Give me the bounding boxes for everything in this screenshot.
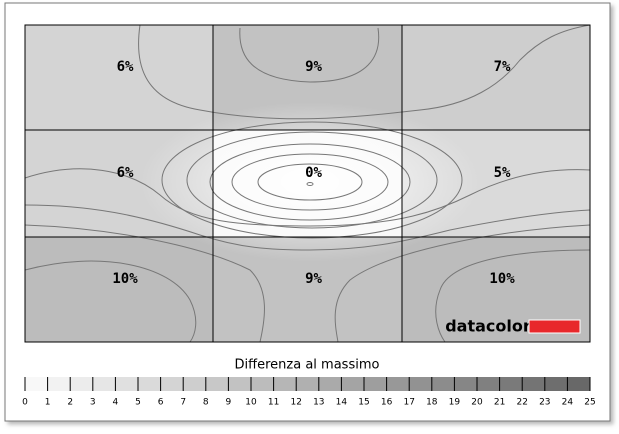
cell-label: 10%: [112, 271, 138, 287]
colorbar-tick-label: 12: [290, 398, 301, 408]
cell-label: 10%: [489, 271, 515, 287]
cell-label: 6%: [117, 59, 134, 75]
colorbar-tick-label: 16: [381, 398, 393, 408]
colorbar-swatch: [228, 377, 251, 391]
cell-label: 9%: [305, 59, 322, 75]
colorbar-tick-label: 6: [158, 398, 164, 408]
colorbar-tick-label: 20: [471, 398, 483, 408]
colorbar-swatch: [477, 377, 500, 391]
colorbar-tick-label: 11: [268, 398, 279, 408]
colorbar-swatch: [364, 377, 387, 391]
colorbar-swatch: [47, 377, 71, 391]
colorbar-swatch: [431, 377, 455, 391]
cell-label: 5%: [494, 165, 511, 181]
cell-label: 0%: [305, 165, 322, 181]
colorbar-title: Differenza al massimo: [235, 358, 380, 373]
colorbar-tick-label: 15: [358, 398, 369, 408]
colorbar-tick-label: 23: [539, 398, 550, 408]
colorbar-swatch: [409, 377, 432, 391]
colorbar-swatch: [183, 377, 206, 391]
colorbar-swatch: [454, 377, 477, 391]
colorbar-tick-label: 25: [584, 398, 595, 408]
colorbar-tick-label: 17: [403, 398, 414, 408]
colorbar-swatch: [296, 377, 319, 391]
colorbar-tick-label: 14: [336, 398, 348, 408]
contours: [24, 24, 591, 343]
colorbar-swatch: [499, 377, 523, 391]
colorbar-swatch: [160, 377, 184, 391]
cell: [402, 25, 590, 130]
colorbar-swatch: [138, 377, 161, 391]
colorbar-swatch: [205, 377, 229, 391]
colorbar-tick-label: 2: [67, 398, 73, 408]
brand: datacolor: [445, 317, 531, 336]
cell: [25, 237, 213, 342]
colorbar-tick-label: 18: [426, 398, 438, 408]
cell-label: 6%: [117, 165, 134, 181]
colorbar-swatch: [318, 377, 342, 391]
colorbar-swatch: [115, 377, 138, 391]
brand-bar: [528, 319, 581, 334]
cell-label: 9%: [305, 271, 322, 287]
cell: [25, 25, 213, 130]
colorbar-tick-label: 22: [516, 398, 527, 408]
colorbar-tick-label: 3: [90, 398, 96, 408]
colorbar-swatch: [341, 377, 364, 391]
colorbar-tick-label: 1: [45, 398, 51, 408]
colorbar-swatch: [544, 377, 568, 391]
colorbar-tick-label: 10: [245, 398, 257, 408]
colorbar-swatch: [386, 377, 410, 391]
colorbar-tick-label: 13: [313, 398, 324, 408]
colorbar-swatch: [251, 377, 274, 391]
colorbar-swatch: [522, 377, 545, 391]
colorbar-tick-label: 19: [449, 398, 461, 408]
cell-label: 7%: [494, 59, 511, 75]
colorbar-swatch: [92, 377, 116, 391]
colorbar-tick-label: 0: [22, 398, 28, 408]
colorbar-swatch: [273, 377, 297, 391]
colorbar-swatch: [70, 377, 93, 391]
colorbar-tick-label: 8: [203, 398, 209, 408]
colorbar-swatch: [567, 377, 590, 391]
grid: [24, 24, 591, 343]
colorbar-tick-label: 7: [180, 398, 186, 408]
colorbar-tick-label: 9: [226, 398, 232, 408]
colorbar-tick-label: 21: [494, 398, 505, 408]
colorbar-tick-label: 4: [113, 398, 119, 408]
colorbar-tick-label: 24: [562, 398, 574, 408]
colorbar-swatch: [25, 377, 48, 391]
colorbar-tick-label: 5: [135, 398, 141, 408]
